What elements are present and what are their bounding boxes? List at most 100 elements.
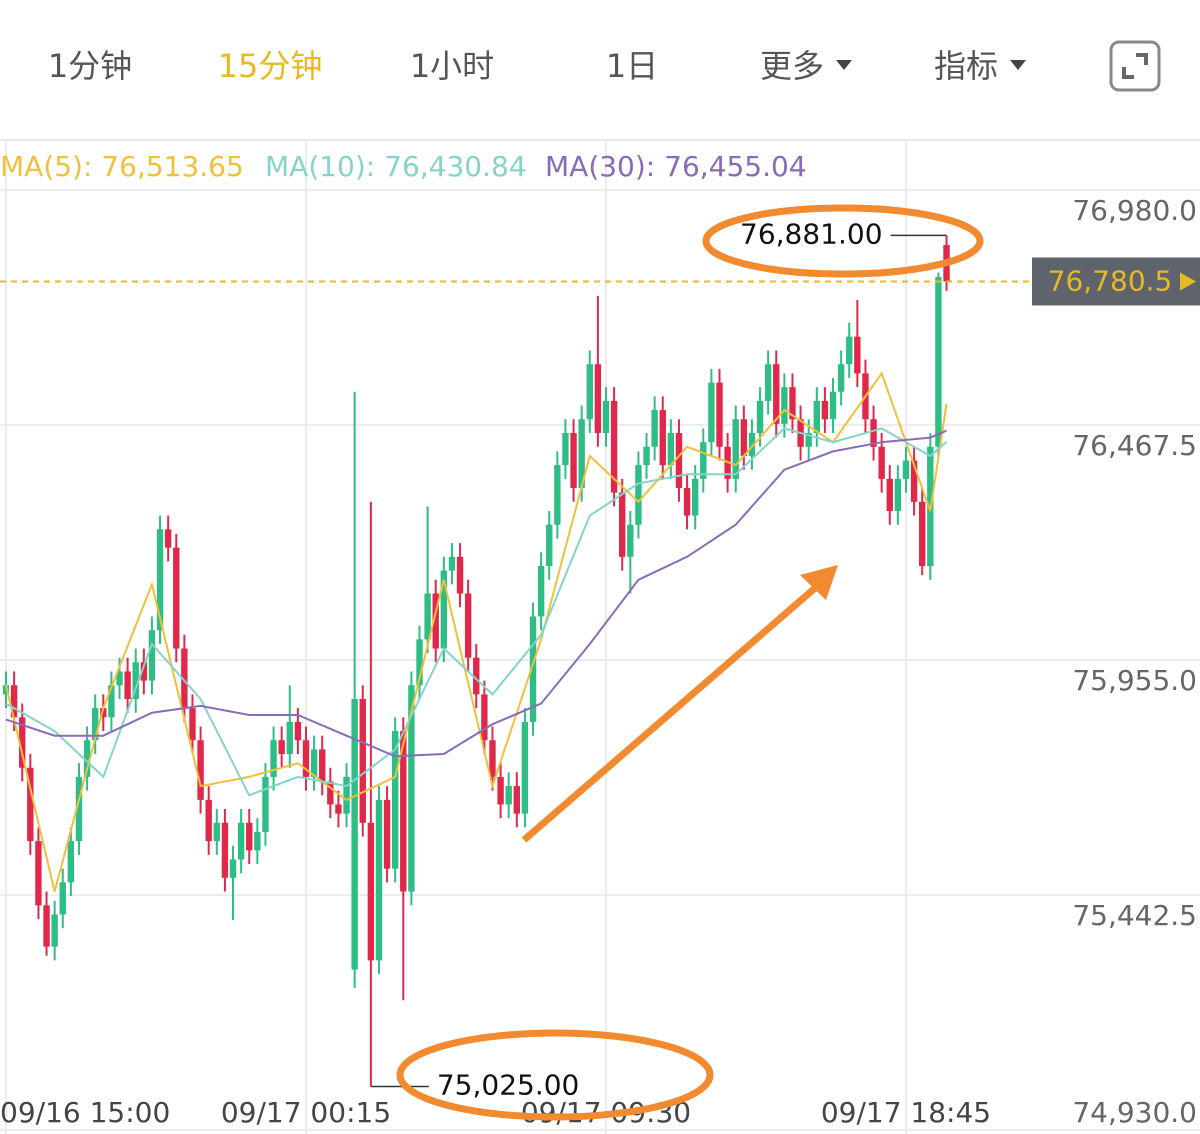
candle-body <box>537 566 545 617</box>
candle-body <box>375 799 383 961</box>
ma-line <box>5 429 947 758</box>
candle-body <box>237 822 245 860</box>
annotations <box>396 204 984 1121</box>
candle-body <box>505 786 512 805</box>
candle-body <box>59 882 66 915</box>
last-price-arrow <box>1180 272 1196 291</box>
candle-body <box>124 671 131 699</box>
candle-body <box>886 478 893 511</box>
ma-lines <box>5 371 948 892</box>
candle-body <box>554 465 561 525</box>
candle-body <box>2 685 10 695</box>
max-label: 76,881.00 <box>740 217 883 250</box>
candle-body <box>424 593 431 640</box>
candle-body <box>383 799 391 869</box>
candle-body <box>51 914 58 947</box>
candle-body <box>732 419 739 479</box>
candle-body <box>659 410 666 466</box>
candle-body <box>181 648 188 709</box>
candle-body <box>367 822 375 961</box>
candle-body <box>610 400 618 493</box>
candle-body <box>497 776 504 805</box>
candle-body <box>246 822 253 851</box>
legend-entry: MA(5): 76,513.65 <box>0 150 244 183</box>
candle-body <box>846 336 853 365</box>
candle-body <box>205 799 212 842</box>
min-label: 75,025.00 <box>437 1068 580 1101</box>
x-tick-label: 09/17 18:45 <box>821 1096 991 1129</box>
candle-body <box>254 831 261 851</box>
candle-body <box>667 433 675 466</box>
tab[interactable]: 1小时 <box>410 47 494 85</box>
candle-body <box>67 841 75 883</box>
y-tick-label: 74,930.0 <box>1072 1096 1197 1129</box>
legend-entry: MA(30): 76,455.04 <box>545 150 807 183</box>
dropdown-icon <box>1010 60 1026 70</box>
candle-body <box>432 593 439 649</box>
candle-body <box>83 740 91 777</box>
candle-body <box>164 529 172 548</box>
candle-body <box>343 776 350 814</box>
candle-body <box>829 391 837 420</box>
candle-body <box>132 662 139 699</box>
candle-body <box>781 387 788 424</box>
candle-body <box>594 364 602 434</box>
candle-body <box>408 685 415 892</box>
tab[interactable]: 指标 <box>934 47 998 85</box>
candle-body <box>821 400 829 420</box>
candle-body <box>335 804 342 814</box>
candle-body <box>546 524 553 566</box>
candle-body <box>651 410 658 447</box>
candle-body <box>302 740 310 777</box>
labels: 76,980.0 76,467.5 75,955.0 75,442.5 74,930.0… <box>0 150 1200 1129</box>
candle-body <box>197 740 204 800</box>
candle-body <box>286 721 293 754</box>
ma-line <box>5 427 948 797</box>
candle-body <box>643 446 650 466</box>
x-tick-label: 09/16 15:00 <box>0 1096 170 1129</box>
candle-body <box>935 277 942 447</box>
x-tick-label: 09/17 00:15 <box>221 1096 391 1129</box>
candle-body <box>416 639 423 686</box>
fullscreen-button[interactable] <box>1109 40 1161 92</box>
last-price-label: 76,780.5 <box>1048 264 1173 297</box>
legend-entry: MA(10): 76,430.84 <box>265 150 527 183</box>
candle-body <box>10 685 18 718</box>
candle-body <box>456 556 464 594</box>
candle-body <box>619 492 626 557</box>
candle-body <box>529 616 537 722</box>
tab[interactable]: 1分钟 <box>48 47 132 85</box>
candle-body <box>716 382 723 447</box>
candle-body <box>270 740 277 777</box>
candle-body <box>189 708 196 741</box>
candle-body <box>100 708 107 718</box>
candle-body <box>294 721 302 741</box>
candle-body <box>448 556 456 571</box>
candle-body <box>691 478 699 516</box>
candle-body <box>570 433 577 489</box>
last-price-tag <box>1032 257 1200 306</box>
candle-body <box>805 433 812 447</box>
candle-body <box>148 630 156 681</box>
candle-body <box>440 570 448 649</box>
candle-body <box>327 781 334 805</box>
candle-body <box>27 767 34 842</box>
tab[interactable]: 1日 <box>606 47 658 85</box>
candle-body <box>683 488 691 516</box>
candle-body <box>878 446 885 479</box>
candle-body <box>627 524 634 557</box>
candle-body <box>75 776 83 842</box>
candle-body <box>91 708 99 741</box>
candle-body <box>708 382 715 443</box>
dropdown-icon <box>836 60 852 70</box>
tab[interactable]: 更多 <box>760 47 824 85</box>
candle-body <box>740 419 748 456</box>
candle-body <box>586 364 593 420</box>
candle-body <box>319 749 326 782</box>
tab[interactable]: 15分钟 <box>218 47 323 85</box>
candle-body <box>19 717 26 768</box>
candle-body <box>310 749 318 777</box>
candle-body <box>221 822 229 878</box>
